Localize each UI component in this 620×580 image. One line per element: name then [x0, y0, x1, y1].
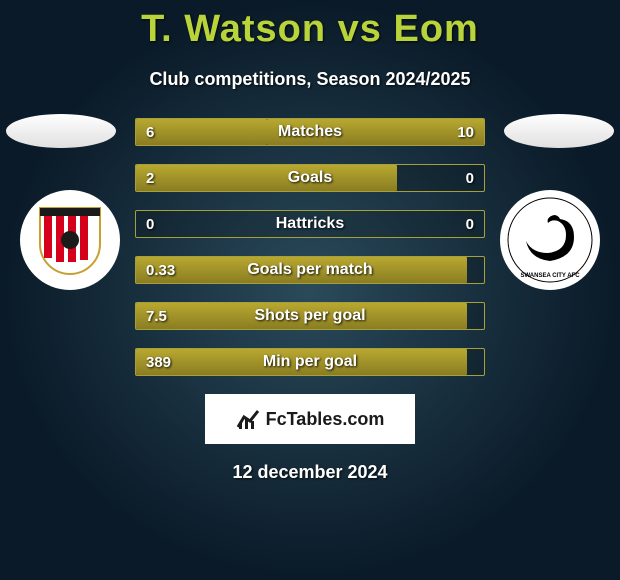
stat-row: Shots per goal7.5 — [135, 302, 485, 330]
stat-value-left: 6 — [136, 119, 164, 145]
swansea-crest-icon: SWANSEA CITY AFC — [505, 195, 595, 285]
page-title: T. Watson vs Eom — [0, 0, 620, 51]
stat-value-left: 389 — [136, 349, 181, 375]
stat-value-right — [464, 303, 484, 329]
stat-label: Shots per goal — [136, 303, 484, 329]
stat-value-right — [464, 349, 484, 375]
stat-label: Min per goal — [136, 349, 484, 375]
stat-row: Matches6 10 — [135, 118, 485, 146]
stat-label: Goals — [136, 165, 484, 191]
stat-value-left: 2 — [136, 165, 164, 191]
chart-logo-icon — [236, 407, 260, 431]
stat-value-left: 7.5 — [136, 303, 177, 329]
club-badge-left — [20, 190, 120, 290]
stat-row: Min per goal389 — [135, 348, 485, 376]
subtitle: Club competitions, Season 2024/2025 — [0, 69, 620, 90]
stat-value-left: 0 — [136, 211, 164, 237]
branding-text: FcTables.com — [266, 409, 385, 430]
sunderland-crest-icon — [30, 200, 110, 280]
stat-row: Goals per match0.33 — [135, 256, 485, 284]
svg-text:SWANSEA CITY AFC: SWANSEA CITY AFC — [520, 273, 580, 279]
stat-label: Hattricks — [136, 211, 484, 237]
stat-value-left: 0.33 — [136, 257, 185, 283]
comparison-chart: SWANSEA CITY AFC Matches610Goals20Hattri… — [0, 118, 620, 376]
stat-value-right: 10 — [447, 119, 484, 145]
stat-rows: Matches610Goals20Hattricks00Goals per ma… — [135, 118, 485, 376]
stat-label: Matches — [136, 119, 484, 145]
player-avatar-left — [6, 114, 116, 148]
branding-badge[interactable]: FcTables.com — [205, 394, 415, 444]
stat-row: Hattricks0 0 — [135, 210, 485, 238]
club-badge-right: SWANSEA CITY AFC — [500, 190, 600, 290]
stat-value-right: 0 — [456, 165, 484, 191]
player-avatar-right — [504, 114, 614, 148]
stat-label: Goals per match — [136, 257, 484, 283]
date-text: 12 december 2024 — [0, 462, 620, 483]
stat-row: Goals2 0 — [135, 164, 485, 192]
stat-value-right: 0 — [456, 211, 484, 237]
stat-value-right — [464, 257, 484, 283]
